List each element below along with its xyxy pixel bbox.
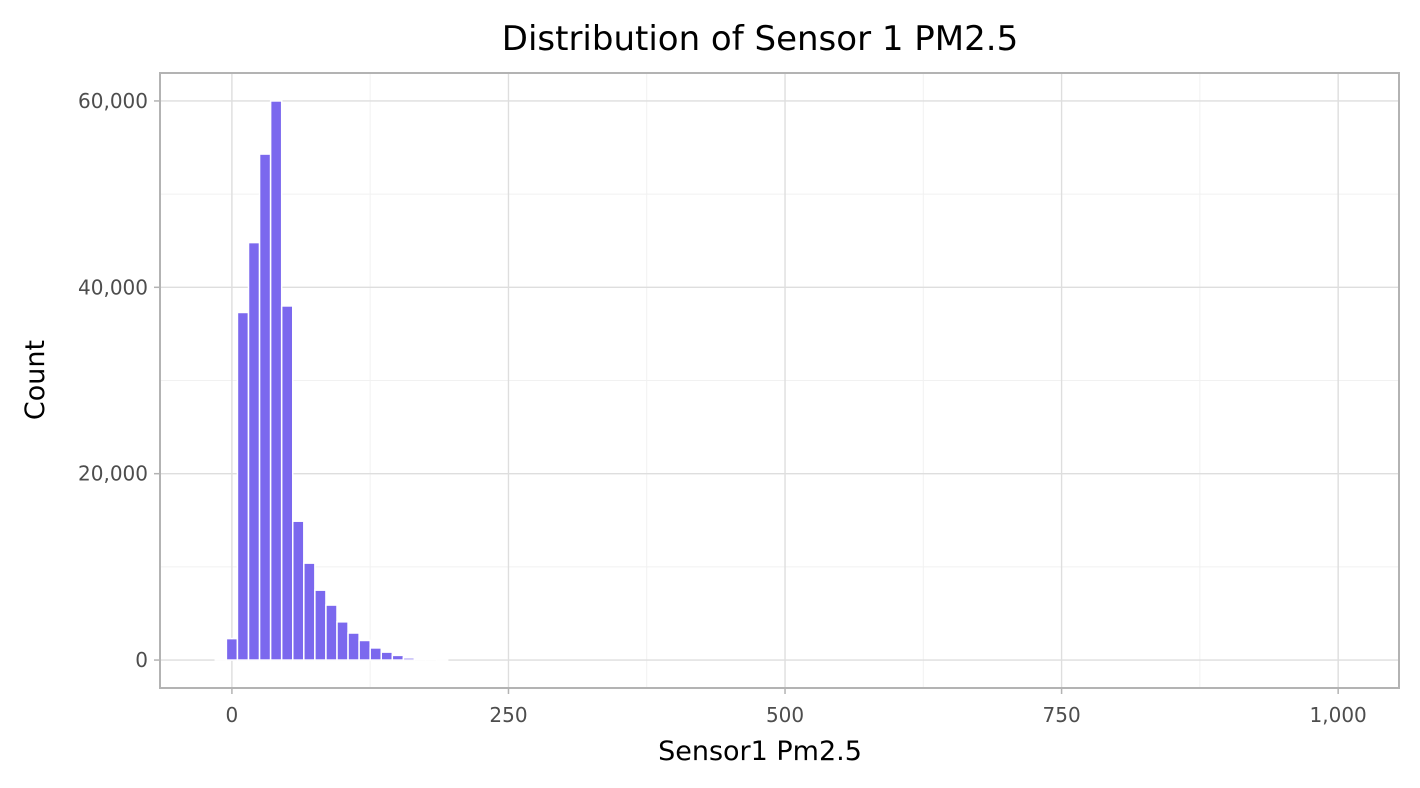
y-tick-label: 20,000 bbox=[78, 462, 148, 486]
histogram-bar bbox=[236, 311, 250, 661]
histogram-bar bbox=[314, 589, 327, 661]
x-tick-label: 500 bbox=[766, 703, 804, 727]
plot-panel-border bbox=[159, 72, 1400, 689]
y-tick-label: 60,000 bbox=[78, 89, 148, 113]
histogram-bar bbox=[413, 658, 427, 661]
histogram-bar bbox=[225, 637, 239, 661]
histogram-bar bbox=[369, 647, 382, 661]
histogram-bar bbox=[402, 657, 416, 661]
histogram-bar bbox=[380, 651, 394, 661]
histogram-bar bbox=[280, 305, 294, 661]
x-axis-ticks: 0 250 500 750 1,000 bbox=[226, 688, 1367, 727]
histogram-bar bbox=[292, 520, 305, 661]
y-axis-ticks: 0 20,000 40,000 60,000 bbox=[78, 89, 160, 672]
histogram-bar bbox=[391, 654, 405, 661]
chart-title: Distribution of Sensor 1 PM2.5 bbox=[502, 19, 1018, 59]
histogram-bar bbox=[258, 153, 272, 661]
y-tick-label: 40,000 bbox=[78, 275, 148, 299]
histogram-bar bbox=[269, 100, 283, 661]
y-tick-label: 0 bbox=[135, 648, 148, 672]
histogram-bar bbox=[336, 621, 349, 661]
y-axis-title: Count bbox=[20, 340, 51, 420]
histogram-bar bbox=[358, 639, 371, 661]
histogram-bar bbox=[347, 632, 360, 661]
histogram-bar bbox=[303, 562, 316, 661]
x-tick-label: 750 bbox=[1043, 703, 1081, 727]
x-tick-label: 0 bbox=[226, 703, 239, 727]
x-tick-label: 1,000 bbox=[1310, 703, 1367, 727]
gridlines bbox=[160, 73, 1399, 688]
histogram-bars bbox=[214, 100, 449, 661]
x-tick-label: 250 bbox=[489, 703, 527, 727]
histogram-bar bbox=[247, 241, 261, 661]
histogram-bar bbox=[325, 604, 338, 661]
x-axis-title: Sensor1 Pm2.5 bbox=[658, 736, 862, 767]
